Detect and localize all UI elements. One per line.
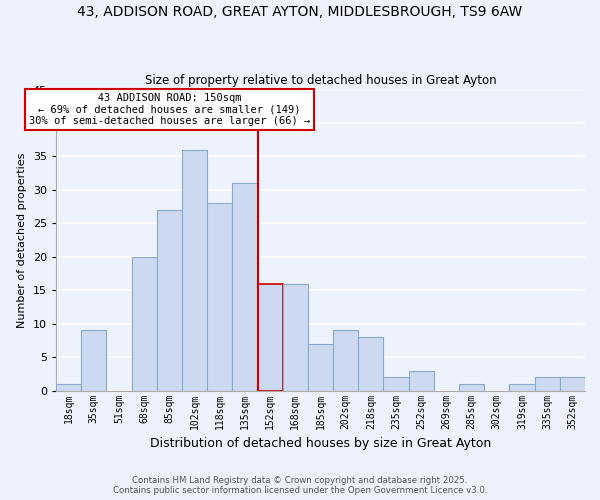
Text: 43 ADDISON ROAD: 150sqm   
← 69% of detached houses are smaller (149)
30% of sem: 43 ADDISON ROAD: 150sqm ← 69% of detache…	[29, 93, 310, 126]
Bar	[308, 344, 333, 391]
Bar	[131, 257, 157, 390]
Bar	[182, 150, 207, 390]
Bar	[358, 337, 383, 390]
Bar	[232, 183, 257, 390]
Bar	[560, 378, 585, 390]
Bar	[56, 384, 81, 390]
Bar	[283, 284, 308, 391]
X-axis label: Distribution of detached houses by size in Great Ayton: Distribution of detached houses by size …	[150, 437, 491, 450]
Text: Contains HM Land Registry data © Crown copyright and database right 2025.
Contai: Contains HM Land Registry data © Crown c…	[113, 476, 487, 495]
Bar	[509, 384, 535, 390]
Bar	[409, 370, 434, 390]
Bar	[257, 284, 283, 391]
Bar	[383, 378, 409, 390]
Bar	[535, 378, 560, 390]
Y-axis label: Number of detached properties: Number of detached properties	[17, 152, 27, 328]
Bar	[81, 330, 106, 390]
Bar	[333, 330, 358, 390]
Bar	[207, 204, 232, 390]
Bar	[459, 384, 484, 390]
Bar	[157, 210, 182, 390]
Text: 43, ADDISON ROAD, GREAT AYTON, MIDDLESBROUGH, TS9 6AW: 43, ADDISON ROAD, GREAT AYTON, MIDDLESBR…	[77, 5, 523, 19]
Title: Size of property relative to detached houses in Great Ayton: Size of property relative to detached ho…	[145, 74, 496, 87]
